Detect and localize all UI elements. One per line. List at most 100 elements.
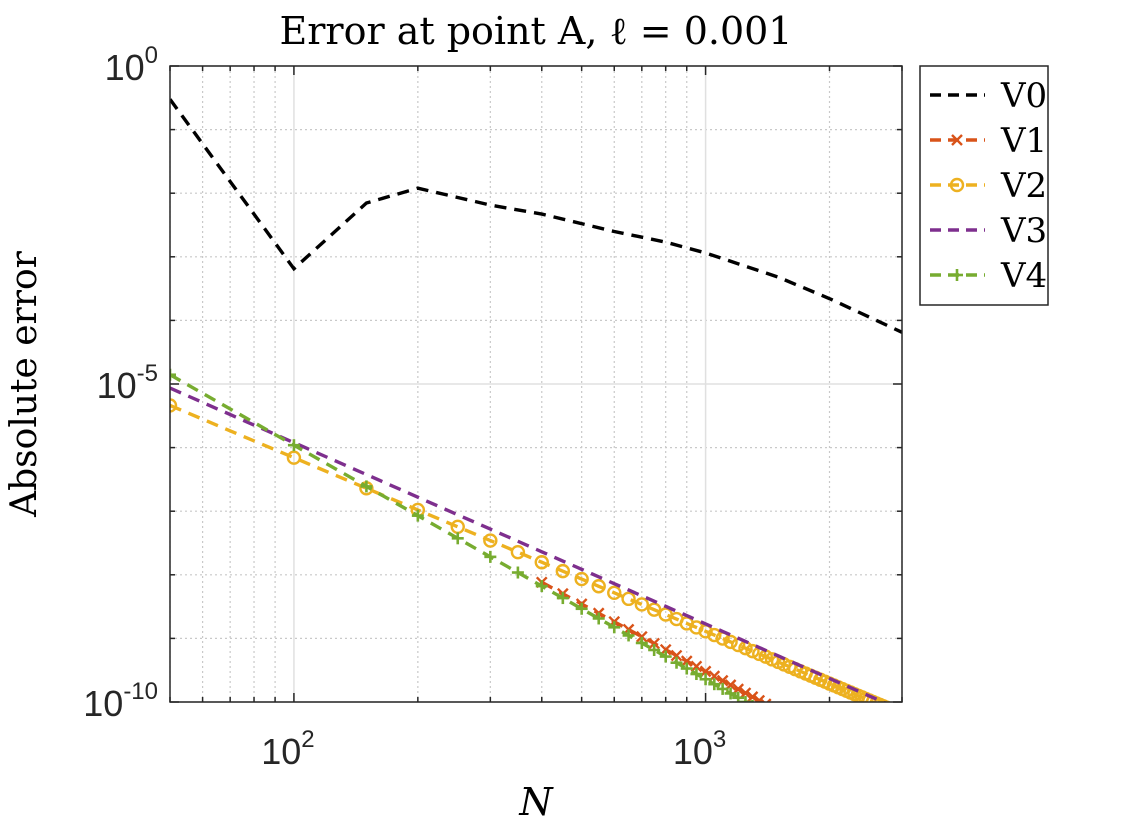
data-point-x-marker xyxy=(680,655,693,667)
legend-item-v4: V4 xyxy=(930,256,1047,296)
data-point-circle-marker xyxy=(607,585,622,601)
y-tick-label: 10-5 xyxy=(97,360,158,406)
x-tick-label-exponent: 3 xyxy=(713,726,726,753)
data-point-circle-marker xyxy=(890,706,902,718)
legend-item-v3: V3 xyxy=(930,211,1047,251)
data-point-x-marker xyxy=(857,752,867,762)
x-tick-label-exponent: 2 xyxy=(301,726,314,753)
data-point-x-marker xyxy=(795,718,805,728)
data-point-x-marker xyxy=(881,765,891,775)
legend-label: V0 xyxy=(1000,76,1047,116)
data-point-x-marker xyxy=(801,721,811,731)
data-point-x-marker xyxy=(820,731,830,741)
data-point-x-marker xyxy=(878,763,888,773)
data-point-x-marker xyxy=(785,712,795,722)
x-tick-label-base: 10 xyxy=(261,731,301,772)
data-point-x-marker xyxy=(811,726,821,736)
data-point-x-marker xyxy=(846,745,856,755)
data-point-x-marker xyxy=(881,765,891,775)
x-tick-label: 103 xyxy=(673,726,726,772)
data-point-x-marker xyxy=(825,734,835,744)
data-point-x-marker xyxy=(690,660,703,673)
data-point-x-marker xyxy=(811,726,821,736)
legend-item-v1: V1 xyxy=(930,121,1047,161)
data-point-x-marker xyxy=(871,759,881,769)
data-point-x-marker xyxy=(885,766,895,776)
y-tick-label-base: 10 xyxy=(97,365,137,406)
data-point-x-marker xyxy=(875,761,885,771)
data-point-x-marker xyxy=(894,772,904,782)
data-point-x-marker xyxy=(746,691,759,702)
x-tick-label-base: 10 xyxy=(673,731,713,772)
data-point-x-marker xyxy=(820,731,830,741)
data-point-x-marker xyxy=(837,741,847,751)
data-point-x-marker xyxy=(779,709,789,719)
y-tick-label-base: 10 xyxy=(105,47,145,88)
data-point-circle-marker xyxy=(707,627,722,643)
data-point-x-marker xyxy=(767,701,769,702)
data-point-x-marker xyxy=(756,694,766,702)
series-v0 xyxy=(170,98,902,334)
data-point-circle-marker xyxy=(621,591,636,607)
data-point-x-marker xyxy=(801,721,811,731)
data-point-x-marker xyxy=(897,773,907,783)
data-point-circle-marker xyxy=(873,697,887,702)
data-point-x-marker xyxy=(842,743,852,753)
data-point-x-marker xyxy=(785,712,795,722)
data-point-circle-marker xyxy=(896,708,908,720)
data-point-x-marker xyxy=(864,755,874,765)
y-tick-label-exponent: 0 xyxy=(145,42,158,69)
legend-label: V2 xyxy=(1000,166,1047,206)
data-point-x-marker xyxy=(846,745,856,755)
data-point-x-marker xyxy=(857,752,867,762)
y-tick-label-exponent: -10 xyxy=(123,678,158,705)
data-point-circle-marker xyxy=(170,398,178,413)
data-point-x-marker xyxy=(825,734,835,744)
data-point-x-marker xyxy=(648,637,661,650)
data-point-circle-marker xyxy=(483,533,498,548)
data-point-x-marker xyxy=(766,698,772,702)
data-point-x-marker xyxy=(775,701,777,702)
data-point-x-marker xyxy=(878,763,888,773)
series-line-v4 xyxy=(170,373,750,702)
data-point-x-marker xyxy=(897,773,907,783)
y-tick-label-exponent: -5 xyxy=(137,360,158,387)
legend-label: V4 xyxy=(1000,256,1047,296)
data-point-x-marker xyxy=(739,687,752,699)
data-point-x-marker xyxy=(773,706,783,716)
data-point-circle-marker xyxy=(286,450,302,465)
data-point-x-marker xyxy=(635,630,648,643)
data-point-x-marker xyxy=(806,724,816,734)
data-point-circle-marker xyxy=(723,634,738,650)
legend-item-v2: V2 xyxy=(930,166,1047,206)
data-point-x-marker xyxy=(806,724,816,734)
data-point-x-marker xyxy=(790,715,800,725)
data-point-circle-marker xyxy=(893,707,905,719)
data-point-x-marker xyxy=(829,736,839,746)
data-point-circle-marker xyxy=(881,700,891,702)
data-point-x-marker xyxy=(888,768,898,778)
x-axis-label: N xyxy=(518,780,554,824)
data-point-circle-marker xyxy=(887,704,899,716)
data-point-circle-marker xyxy=(745,643,760,659)
y-axis-label: Absolute error xyxy=(4,250,45,518)
data-point-x-marker xyxy=(837,741,847,751)
chart-title: Error at point A, ℓ = 0.001 xyxy=(280,9,793,53)
data-point-x-marker xyxy=(894,772,904,782)
data-point-x-marker xyxy=(833,739,843,749)
data-point-x-marker xyxy=(849,747,859,757)
data-point-x-marker xyxy=(842,743,852,753)
data-point-x-marker xyxy=(885,766,895,776)
series-v3 xyxy=(170,386,888,702)
data-point-x-marker xyxy=(790,715,800,725)
series-line-v0 xyxy=(170,98,902,334)
data-point-x-marker xyxy=(868,757,878,767)
y-tick-label: 10-10 xyxy=(83,678,158,724)
series-layer xyxy=(170,98,908,783)
data-point-x-marker xyxy=(849,747,859,757)
data-point-x-marker xyxy=(779,709,789,719)
data-point-x-marker xyxy=(861,754,871,764)
